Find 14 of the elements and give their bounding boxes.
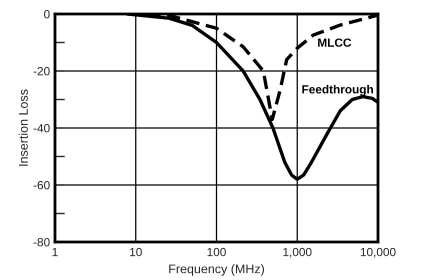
y-tick-label: -20 — [34, 67, 50, 76]
x-tick-label: 1 — [52, 248, 58, 256]
x-tick-label: 1,000 — [283, 248, 312, 258]
series-label: MLCC — [318, 38, 352, 47]
x-tick-label: 10,000 — [360, 248, 396, 258]
x-axis-title: Frequency (MHz) — [169, 264, 264, 276]
x-tick-label: 10 — [130, 248, 142, 256]
y-axis-title: Insertion Loss — [18, 90, 28, 166]
y-tick-label: -60 — [34, 181, 50, 190]
y-tick-label: -40 — [34, 124, 50, 132]
y-tick-label: 0 — [44, 10, 50, 18]
y-tick-label: -80 — [34, 238, 50, 246]
series-label: Feedthrough — [302, 84, 373, 96]
x-tick-label: 100 — [208, 248, 226, 256]
